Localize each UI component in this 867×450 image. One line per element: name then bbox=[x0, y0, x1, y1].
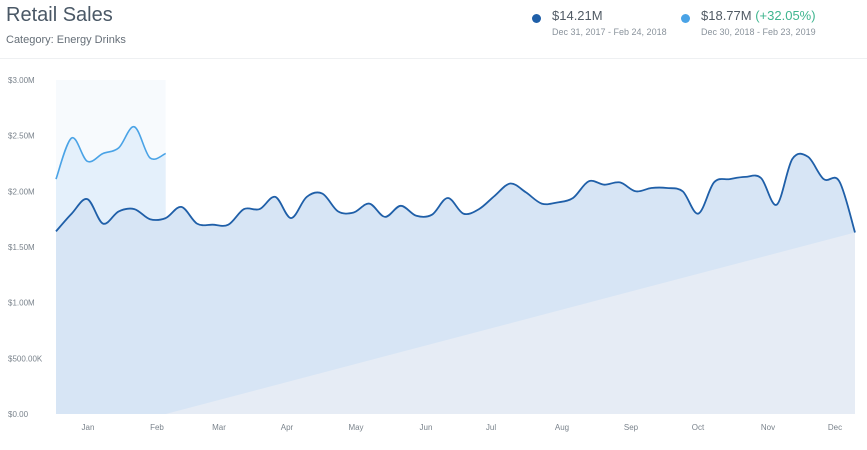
series-line-prior bbox=[55, 126, 167, 180]
x-tick-label: Jan bbox=[82, 423, 95, 432]
x-tick-label: Nov bbox=[761, 423, 775, 432]
x-tick-label: Sep bbox=[624, 423, 639, 432]
y-tick-label: $2.00M bbox=[8, 187, 35, 196]
legend-dot-icon bbox=[532, 14, 541, 23]
x-tick-label: Oct bbox=[692, 423, 705, 432]
x-tick-label: Jul bbox=[486, 423, 496, 432]
y-tick-label: $1.50M bbox=[8, 243, 35, 252]
x-tick-label: Mar bbox=[212, 423, 226, 432]
chart-subtitle: Category: Energy Drinks bbox=[6, 34, 126, 46]
legend-range: Dec 30, 2018 - Feb 23, 2019 bbox=[701, 27, 816, 37]
legend-range: Dec 31, 2017 - Feb 24, 2018 bbox=[552, 27, 667, 37]
x-tick-label: Dec bbox=[828, 423, 842, 432]
x-tick-label: Feb bbox=[150, 423, 164, 432]
legend-change: (+32.05%) bbox=[755, 8, 816, 23]
legend-value: $18.77M (+32.05%) bbox=[701, 8, 816, 23]
x-tick-label: Aug bbox=[555, 423, 569, 432]
header-divider bbox=[0, 58, 867, 59]
y-tick-label: $500.00K bbox=[8, 354, 43, 363]
series-line-current bbox=[55, 152, 856, 233]
legend-value: $14.21M bbox=[552, 8, 603, 23]
y-tick-label: $0.00 bbox=[8, 410, 29, 419]
x-tick-label: Jun bbox=[420, 423, 433, 432]
y-tick-label: $3.00M bbox=[8, 76, 35, 85]
legend-dot-icon bbox=[681, 14, 690, 23]
series-area-overlap bbox=[56, 153, 855, 415]
y-tick-label: $2.50M bbox=[8, 132, 35, 141]
x-tick-label: Apr bbox=[281, 423, 294, 432]
x-tick-label: May bbox=[348, 423, 363, 432]
chart-title: Retail Sales bbox=[6, 4, 113, 26]
y-tick-label: $1.00M bbox=[8, 299, 35, 308]
